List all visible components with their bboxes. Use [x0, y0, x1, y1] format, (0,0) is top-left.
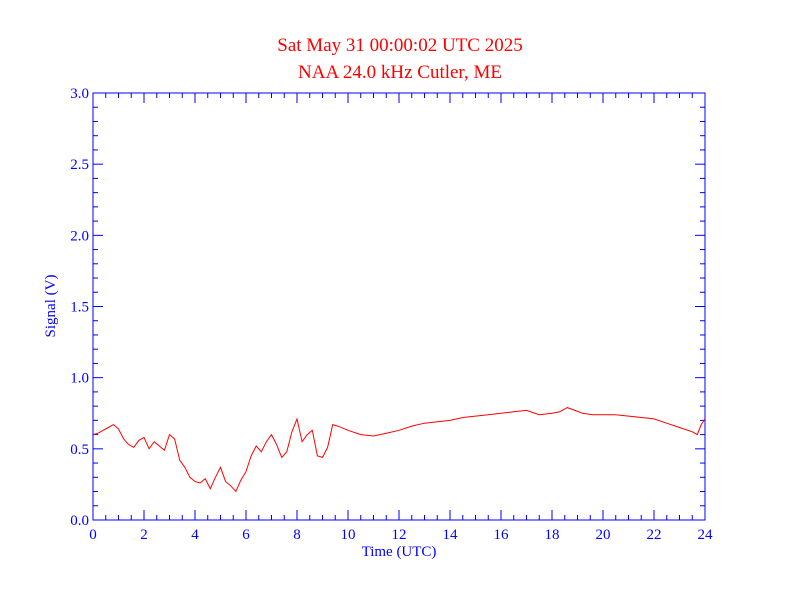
x-axis-ticks: 0 2 4 6 8 10 12 14 16 18 20 22 24 [89, 93, 713, 543]
x-tick-label: 10 [341, 527, 356, 543]
chart-subtitle: NAA 24.0 kHz Cutler, ME [298, 62, 502, 83]
y-tick-label: 1.5 [70, 300, 89, 316]
y-axis-ticks: 0.0 0.5 1.0 1.5 2.0 2.5 3.0 [70, 86, 705, 529]
plot-frame [92, 92, 706, 521]
y-tick-label: 0.5 [70, 442, 89, 458]
y-tick-label: 2.5 [70, 157, 89, 173]
x-tick-label: 14 [443, 527, 459, 543]
y-tick-label: 1.0 [70, 371, 89, 387]
x-tick-label: 6 [242, 527, 250, 543]
y-axis-label: Signal (V) [43, 275, 59, 338]
x-axis-label: Time (UTC) [362, 544, 437, 560]
signal-series-line [92, 407, 706, 493]
x-tick-label: 16 [494, 527, 510, 543]
x-tick-label: 18 [545, 527, 560, 543]
x-tick-label: 12 [392, 527, 407, 543]
chart-title: Sat May 31 00:00:02 UTC 2025 [277, 35, 522, 56]
x-tick-label: 8 [293, 527, 301, 543]
y-tick-label: 0.0 [70, 513, 89, 529]
x-tick-label: 2 [140, 527, 148, 543]
x-tick-label: 4 [191, 527, 199, 543]
y-tick-label: 2.0 [70, 228, 89, 244]
x-tick-label: 20 [596, 527, 611, 543]
x-tick-label: 24 [698, 527, 714, 543]
x-tick-label: 22 [647, 527, 662, 543]
y-tick-label: 3.0 [70, 86, 89, 102]
x-tick-label: 0 [89, 527, 97, 543]
